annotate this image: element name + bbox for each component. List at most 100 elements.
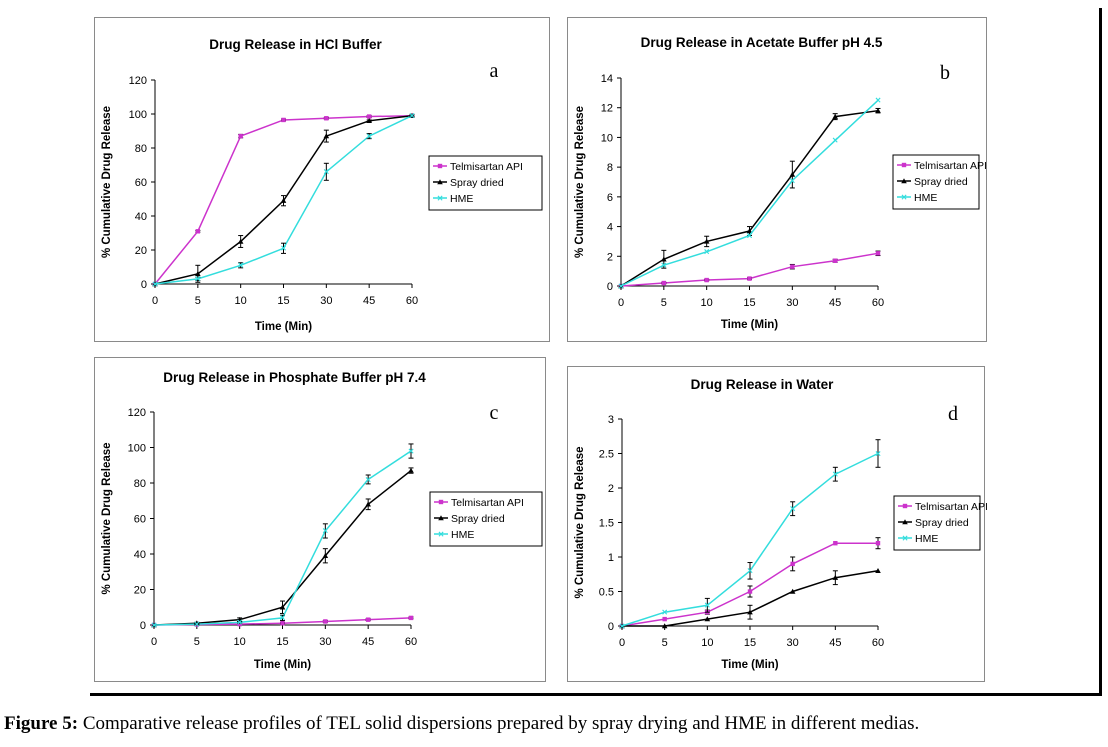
legend-marker-spray-a [437,179,443,185]
data-point-hme-d: × [875,449,881,460]
legend-label-spray-c: Spray dried [451,513,505,525]
x-tick-label-a: 10 [235,295,247,307]
data-point-api-c [280,621,285,626]
x-axis-label-b: Time (Min) [721,319,778,331]
data-point-hme-b: × [661,261,667,272]
data-point-spray-a [366,118,372,123]
y-tick-label-d: 0.5 [599,587,614,599]
x-axis-label-a: Time (Min) [255,321,312,333]
data-point-spray-c [322,552,329,558]
y-tick-label-b: 12 [601,103,613,115]
figure-frame [90,8,1102,696]
legend-marker-hme-d: × [902,533,908,544]
y-axis-label-b: % Cumulative Drug Release [574,106,586,258]
x-tick-label-a: 45 [363,295,375,307]
y-tick-label-c: 80 [134,478,146,490]
data-point-spray-d [789,588,796,594]
data-point-api-d [790,561,795,567]
legend-label-api-d: Telmisartan API [915,501,988,513]
data-point-api-b [704,277,709,283]
data-point-hme-d: × [790,504,796,515]
y-tick-label-c: 0 [140,620,146,632]
x-tick-label-c: 10 [234,636,246,648]
data-point-hme-c: × [237,618,243,629]
data-point-hme-a: × [409,111,415,122]
legend-label-api-b: Telmisartan API [914,160,987,172]
data-point-spray-b [832,113,838,119]
chart-panel-b: Drug Release in Acetate Buffer pH 4.5 b 0 2… [567,17,987,342]
x-tick-label-d: 5 [662,637,668,649]
data-point-hme-c: × [280,613,286,624]
y-tick-label-d: 0 [608,621,614,633]
legend-label-hme-c: HME [451,529,474,541]
y-tick-label-a: 60 [135,177,147,189]
data-point-spray-d [832,574,839,580]
legend-d [893,495,981,551]
x-tick-label-d: 30 [787,637,799,649]
y-axis-label-d: % Cumulative Drug Release [574,446,586,598]
data-point-spray-d [875,568,881,573]
legend-label-api-c: Telmisartan API [451,497,524,509]
chart-title-d: Drug Release in Water [691,377,835,392]
data-point-hme-d: × [619,621,625,632]
panel-letter-a: a [490,60,499,82]
y-tick-label-b: 6 [607,192,613,204]
y-tick-label-a: 20 [135,245,147,257]
data-point-spray-a [237,238,244,244]
x-tick-label-d: 45 [829,637,841,649]
x-tick-label-a: 5 [195,295,201,307]
x-tick-label-a: 0 [152,295,158,307]
x-tick-label-c: 0 [151,636,157,648]
legend-a [428,155,543,211]
figure-caption: Figure 5: Comparative release profiles o… [4,713,1104,735]
data-point-hme-b: × [618,281,624,292]
data-point-spray-d [704,616,711,622]
data-point-api-c [237,621,242,627]
data-point-hme-a: × [238,261,244,272]
data-point-hme-b: × [747,231,753,242]
chart-panel-a: Drug Release in HCl Buffera0204060801001… [94,17,550,342]
y-tick-label-d: 1 [608,552,614,564]
x-tick-label-a: 30 [320,295,332,307]
y-tick-label-b: 4 [607,222,613,234]
data-point-api-d [833,541,838,546]
y-tick-label-d: 3 [608,414,614,426]
data-point-hme-b: × [832,136,838,147]
data-point-spray-d [747,609,753,615]
data-point-api-b [790,264,795,269]
y-tick-label-d: 2 [608,483,614,495]
chart-title-b: Drug Release in Acetate Buffer pH 4.5 [641,35,883,50]
data-point-api-a [195,229,201,234]
data-point-hme-a: × [195,274,201,285]
data-point-hme-a: × [281,244,287,255]
y-tick-label-d: 2.5 [599,449,614,461]
data-point-hme-d: × [747,566,753,577]
y-tick-label-b: 2 [607,251,613,263]
x-tick-label-c: 5 [194,636,200,648]
x-tick-label-c: 15 [276,636,288,648]
chart-title-c: Drug Release in Phosphate Buffer pH 7.4 [163,370,426,385]
x-tick-label-b: 10 [701,297,713,309]
data-point-api-a [324,116,329,121]
data-point-spray-c [279,604,286,610]
data-point-hme-d: × [662,608,668,619]
legend-marker-api-b [901,162,907,168]
x-tick-label-b: 5 [661,297,667,309]
y-tick-label-b: 0 [607,281,613,293]
data-point-hme-a: × [152,279,158,290]
y-tick-label-a: 120 [129,75,147,87]
data-point-hme-c: × [194,619,200,630]
legend-marker-spray-d [902,519,908,525]
data-point-hme-a: × [366,131,372,142]
data-point-hme-a: × [323,167,329,178]
legend-marker-spray-b [901,178,907,184]
data-point-hme-b: × [789,176,795,187]
series-line-hme-b [620,99,879,287]
caption-text: Comparative release profiles of TEL soli… [82,713,920,734]
legend-b [892,154,980,210]
chart-title-a: Drug Release in HCl Buffer [209,37,382,52]
legend-marker-hme-c: × [438,529,444,540]
x-tick-label-c: 30 [319,636,331,648]
data-point-api-c [365,617,371,622]
